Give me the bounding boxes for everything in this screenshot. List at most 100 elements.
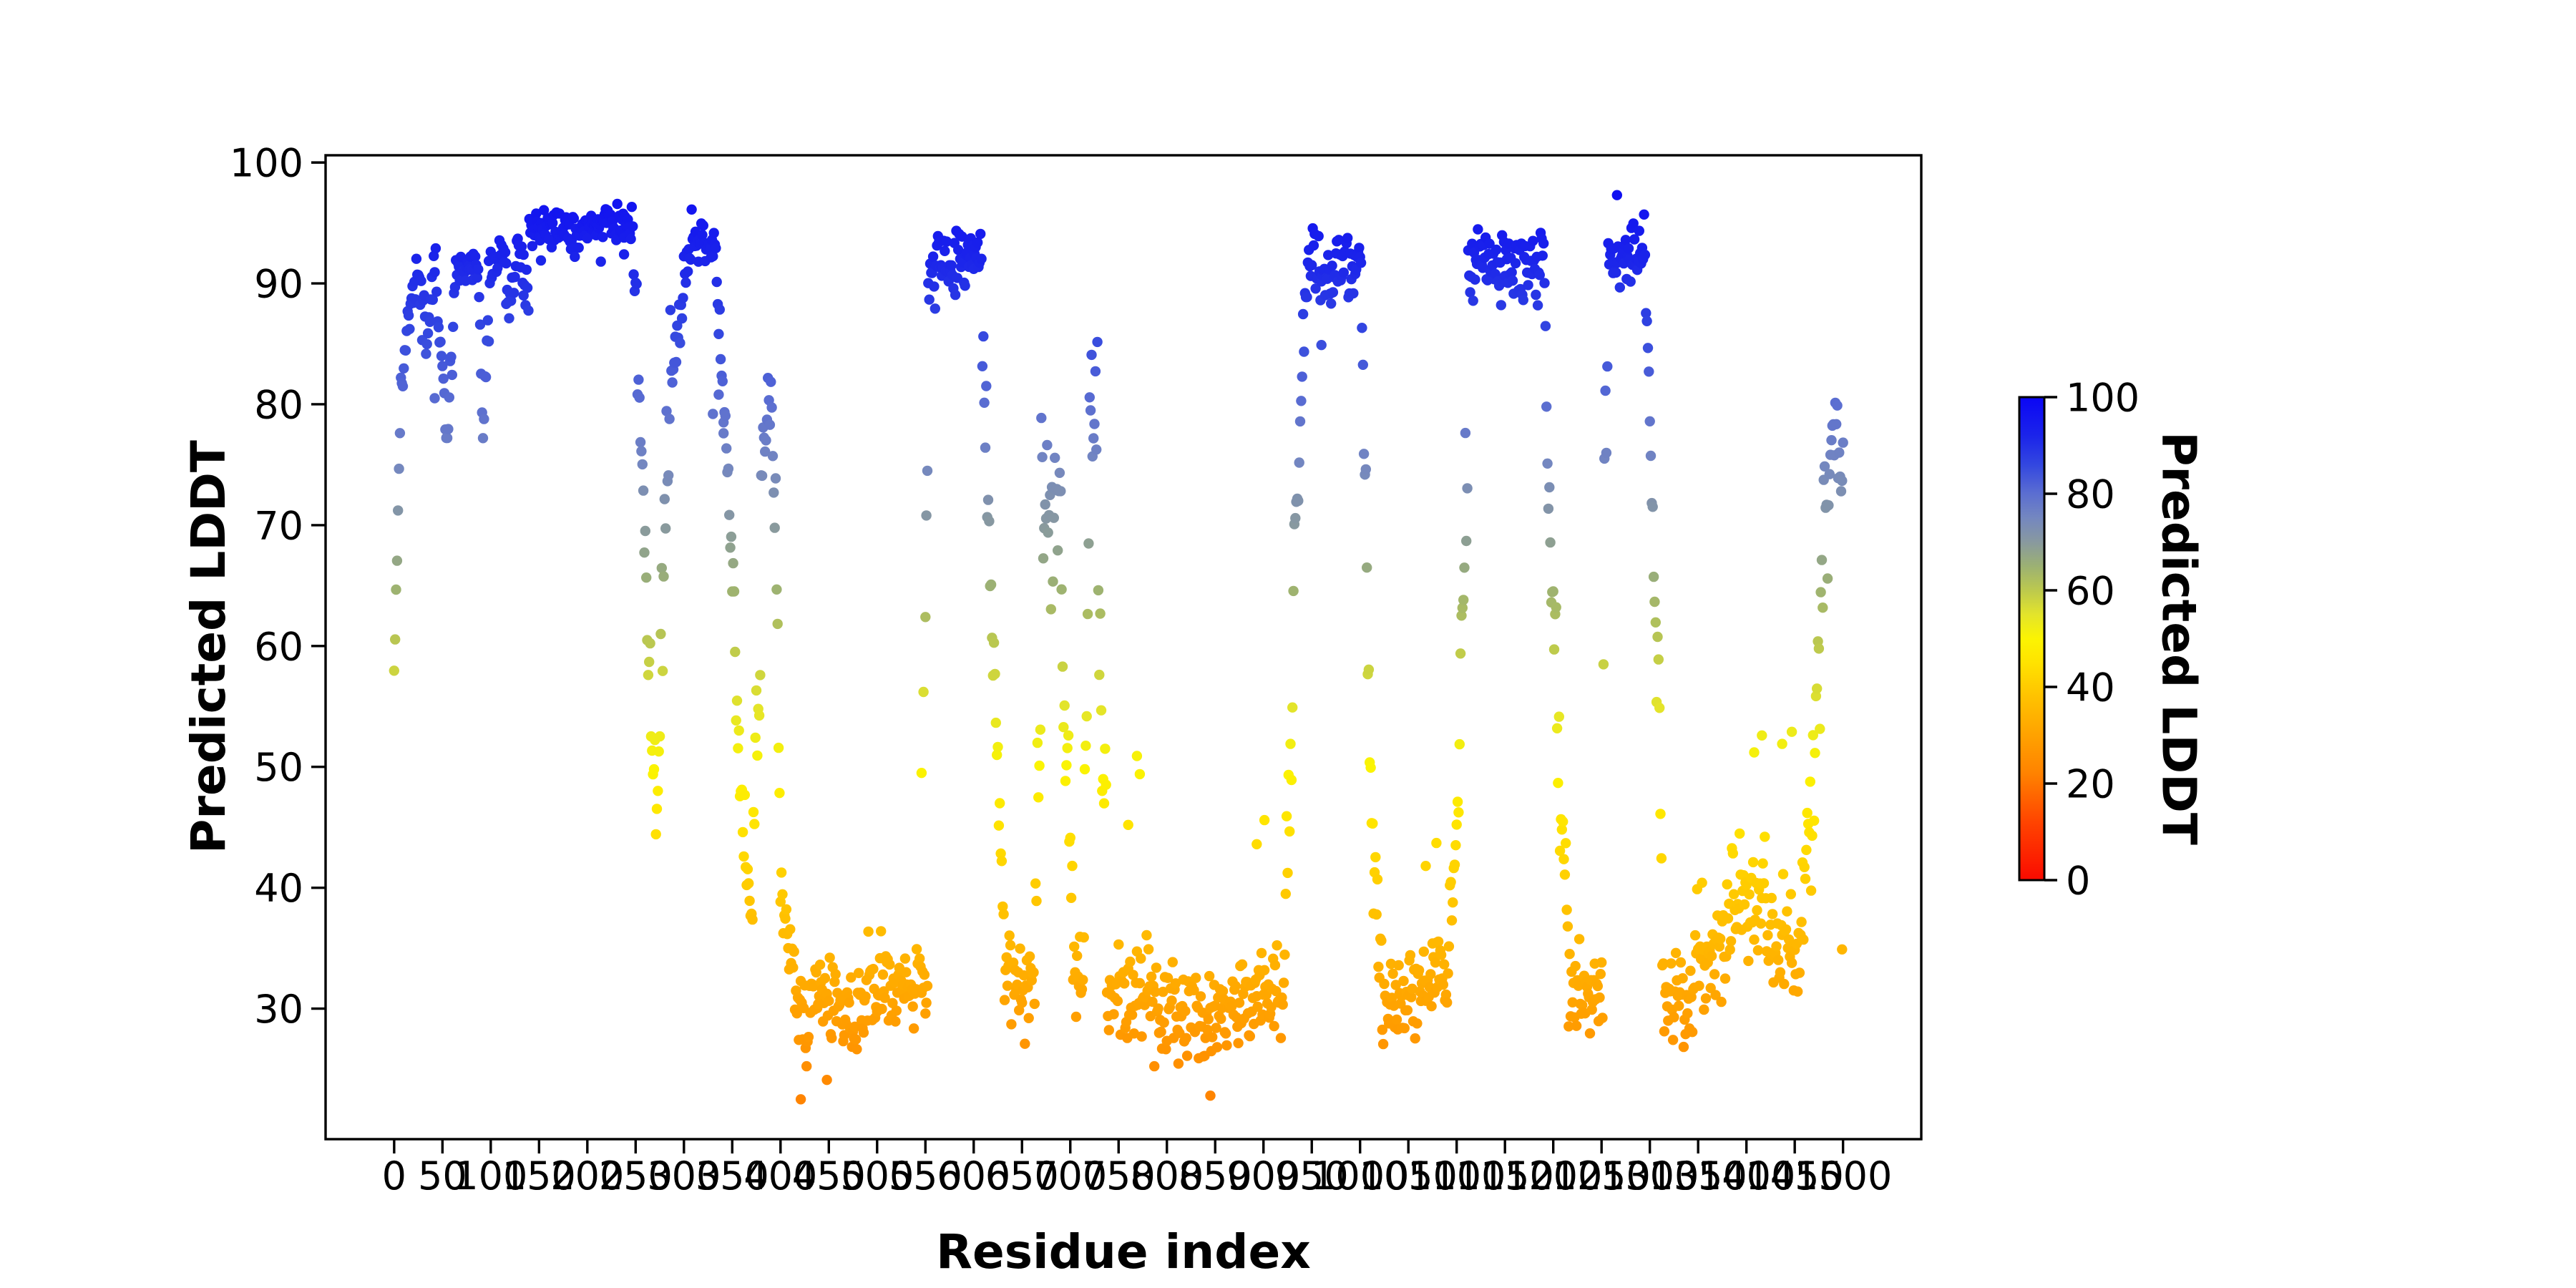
colorbar-tick-label: 0 [2066, 858, 2090, 903]
scatter-point [1038, 553, 1049, 564]
scatter-point [1202, 1024, 1213, 1035]
scatter-point [1749, 747, 1760, 758]
scatter-point [1645, 450, 1657, 462]
scatter-point [1391, 1014, 1402, 1025]
scatter-point [1450, 840, 1461, 851]
scatter-point [1727, 848, 1738, 859]
scatter-point [1288, 585, 1299, 597]
scatter-point [1385, 958, 1397, 970]
scatter-point [715, 353, 726, 365]
scatter-point [1642, 343, 1654, 353]
scatter-point [1371, 909, 1382, 920]
scatter-point [899, 953, 911, 964]
scatter-point [713, 389, 724, 400]
x-tick-label: 350 [696, 1153, 769, 1199]
scatter-point [997, 901, 1008, 912]
scatter-point [570, 251, 580, 263]
scatter-point [978, 331, 989, 342]
scatter-point [1747, 857, 1759, 868]
scatter-point [922, 980, 933, 992]
x-tick-label: 1500 [1794, 1153, 1892, 1199]
scatter-point [1113, 939, 1124, 950]
scatter-point [1063, 730, 1074, 741]
y-tick-label: 30 [254, 987, 303, 1032]
scatter-point [1287, 702, 1298, 713]
scatter-point [785, 924, 796, 935]
scatter-point [1757, 858, 1768, 869]
scatter-point [1459, 562, 1470, 573]
y-tick-label: 70 [254, 503, 303, 548]
scatter-point [648, 763, 660, 775]
scatter-point [1357, 323, 1367, 333]
scatter-point [860, 991, 871, 1002]
scatter-point [1710, 990, 1721, 1000]
scatter-point [1281, 811, 1292, 821]
scatter-point [1654, 703, 1665, 713]
scatter-point [1131, 751, 1143, 761]
scatter-point [1650, 617, 1661, 628]
scatter-point [1082, 608, 1093, 620]
scatter-point [914, 953, 925, 964]
scatter-point [1420, 861, 1431, 872]
y-tick-label: 90 [254, 261, 303, 306]
scatter-point [675, 338, 686, 348]
scatter-point [1752, 904, 1762, 916]
scatter-point [1151, 962, 1162, 973]
scatter-point [924, 294, 935, 305]
scatter-point [1523, 280, 1533, 291]
colorbar-tick-label: 100 [2066, 375, 2140, 420]
scatter-point [416, 275, 426, 286]
scatter-point [1054, 467, 1065, 478]
scatter-point [430, 243, 441, 254]
scatter-point [518, 249, 529, 260]
scatter-point [1739, 899, 1750, 910]
scatter-point [538, 205, 550, 215]
scatter-point [743, 878, 754, 889]
scatter-point [1286, 774, 1297, 786]
scatter-point [738, 851, 749, 862]
x-tick-label: 750 [1082, 1153, 1156, 1199]
scatter-point [1158, 1017, 1169, 1028]
scatter-point [724, 509, 735, 520]
scatter-point [769, 487, 779, 498]
scatter-point [1302, 292, 1312, 303]
scatter-point [1040, 499, 1050, 510]
scatter-point [733, 743, 743, 753]
scatter-point [733, 725, 744, 736]
scatter-point [1146, 971, 1157, 982]
scatter-point [852, 1044, 862, 1055]
scatter-point [1586, 1004, 1597, 1015]
scatter-point [531, 208, 542, 219]
scatter-point [1296, 396, 1307, 406]
scatter-point [1150, 987, 1161, 997]
x-tick-label: 1400 [1697, 1153, 1795, 1199]
scatter-point [1405, 950, 1416, 961]
scatter-point [389, 665, 399, 676]
scatter-point [1017, 997, 1028, 1008]
scatter-point [1112, 995, 1123, 1007]
scatter-point [1462, 483, 1473, 494]
colorbar-tick-label: 20 [2066, 761, 2115, 806]
scatter-point [1101, 779, 1111, 790]
scatter-point [725, 542, 736, 553]
scatter-point [1561, 838, 1571, 849]
scatter-point [1282, 867, 1293, 879]
scatter-point [1435, 950, 1447, 960]
scatter-point [1506, 267, 1517, 278]
scatter-point [1440, 989, 1452, 1000]
scatter-point [1439, 959, 1450, 970]
scatter-point [1796, 917, 1807, 927]
scatter-point [750, 732, 761, 743]
scatter-point [1639, 249, 1651, 260]
x-tick-label: 50 [418, 1153, 467, 1199]
scatter-point [1835, 486, 1847, 497]
scatter-point [482, 315, 493, 326]
scatter-point [826, 1033, 837, 1043]
scatter-point [992, 741, 1003, 753]
scatter-point [1310, 283, 1321, 294]
scatter-point [1456, 610, 1467, 621]
colorbar-tick-label: 80 [2066, 472, 2115, 517]
scatter-point [1634, 225, 1644, 236]
scatter-point [1682, 1008, 1693, 1019]
